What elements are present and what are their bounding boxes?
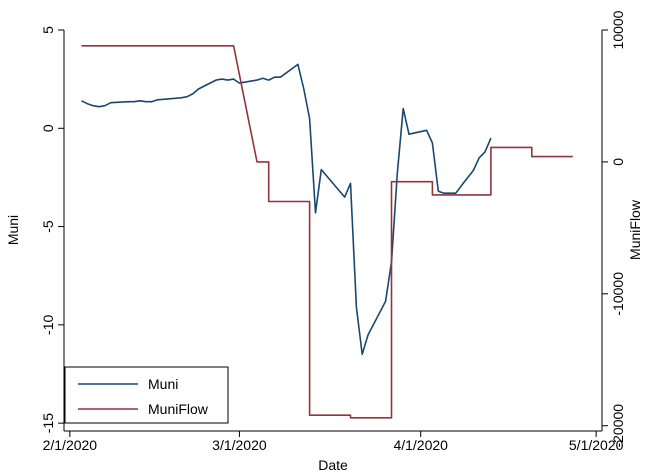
right-y-tick-label: -20000	[610, 404, 626, 448]
left-y-tick-label: 0	[40, 124, 56, 132]
left-y-tick-label: -5	[40, 220, 56, 233]
right-y-ticks: 10000 0 -10000 -20000	[602, 10, 626, 448]
left-y-tick-label: 5	[40, 26, 56, 34]
x-tick-label: 4/1/2020	[393, 437, 448, 453]
right-y-tick-label: 0	[610, 158, 626, 166]
x-ticks: 2/1/2020 3/1/2020 4/1/2020 5/1/2020	[43, 431, 624, 453]
right-y-axis-title: MuniFlow	[627, 199, 643, 260]
x-tick-label: 3/1/2020	[212, 437, 267, 453]
series-layer	[81, 44, 573, 419]
series-line-muniflow	[81, 44, 573, 419]
right-y-tick-label: -10000	[610, 272, 626, 316]
legend-label-muniflow: MuniFlow	[148, 401, 209, 417]
left-y-axis-title: Muni	[5, 215, 21, 245]
legend: Muni MuniFlow	[64, 366, 229, 424]
left-y-tick-label: -10	[40, 315, 56, 335]
legend-label-muni: Muni	[148, 376, 178, 392]
left-y-tick-label: -15	[40, 413, 56, 433]
left-y-ticks: 5 0 -5 -10 -15	[40, 26, 64, 433]
legend-box	[64, 366, 229, 424]
x-tick-label: 2/1/2020	[43, 437, 98, 453]
right-y-tick-label: 10000	[610, 10, 626, 49]
series-line-muni	[81, 63, 492, 356]
x-axis-title: Date	[318, 457, 348, 473]
x-tick-label: 5/1/2020	[569, 437, 624, 453]
